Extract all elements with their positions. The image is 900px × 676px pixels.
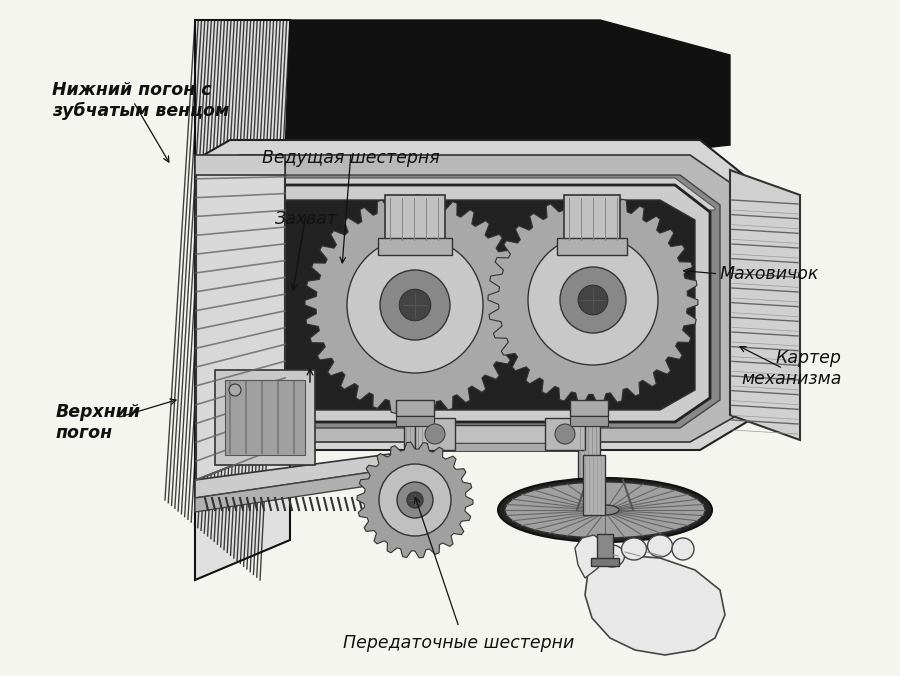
Bar	[404, 410, 426, 540]
Ellipse shape	[591, 505, 619, 515]
Polygon shape	[206, 155, 738, 442]
Circle shape	[397, 482, 433, 518]
Text: Маховичок: Маховичок	[720, 265, 819, 283]
Ellipse shape	[505, 482, 705, 538]
Polygon shape	[220, 175, 720, 428]
Circle shape	[380, 270, 450, 340]
Bar	[583, 455, 605, 515]
Polygon shape	[378, 238, 452, 255]
Polygon shape	[195, 465, 420, 512]
Circle shape	[400, 289, 431, 320]
Bar	[415, 418, 455, 450]
Text: Нижний погон с
зубчатым венцом: Нижний погон с зубчатым венцом	[52, 80, 230, 120]
Ellipse shape	[498, 478, 712, 542]
Bar	[570, 400, 608, 416]
Circle shape	[229, 384, 241, 396]
Ellipse shape	[672, 538, 694, 560]
Polygon shape	[488, 195, 698, 405]
Text: Передаточные шестерни: Передаточные шестерни	[344, 634, 574, 652]
Text: Ведущая шестерня: Ведущая шестерня	[262, 149, 440, 167]
Circle shape	[555, 424, 575, 444]
Polygon shape	[285, 20, 730, 160]
Polygon shape	[357, 442, 473, 558]
Bar	[396, 400, 434, 416]
Polygon shape	[228, 178, 715, 210]
Text: Захват: Захват	[274, 210, 338, 228]
Polygon shape	[730, 170, 800, 440]
Polygon shape	[564, 195, 620, 240]
Circle shape	[528, 235, 658, 365]
Ellipse shape	[622, 538, 646, 560]
Polygon shape	[305, 195, 525, 415]
Circle shape	[425, 424, 445, 444]
Bar	[215, 370, 315, 465]
Bar	[225, 380, 305, 455]
Polygon shape	[195, 140, 750, 450]
Polygon shape	[195, 20, 290, 580]
Bar	[591, 558, 619, 566]
Polygon shape	[385, 195, 445, 240]
Circle shape	[578, 285, 608, 315]
Bar	[597, 534, 613, 562]
Text: Верхний
погон: Верхний погон	[56, 403, 140, 442]
Bar	[545, 418, 585, 450]
Polygon shape	[575, 535, 604, 578]
Circle shape	[347, 237, 483, 373]
Circle shape	[379, 464, 451, 536]
Polygon shape	[232, 185, 710, 422]
Circle shape	[407, 492, 423, 508]
Polygon shape	[195, 450, 420, 498]
Polygon shape	[557, 238, 627, 255]
Circle shape	[560, 267, 626, 333]
Ellipse shape	[647, 535, 672, 557]
Bar	[578, 410, 600, 510]
Bar	[415, 443, 590, 451]
Polygon shape	[196, 160, 285, 480]
Bar	[396, 416, 434, 426]
Polygon shape	[250, 200, 695, 410]
Bar	[570, 416, 608, 426]
Polygon shape	[585, 555, 725, 655]
Polygon shape	[195, 155, 285, 175]
Text: Картер
механизма: Картер механизма	[741, 349, 842, 388]
Ellipse shape	[599, 545, 625, 567]
Bar	[415, 425, 590, 443]
